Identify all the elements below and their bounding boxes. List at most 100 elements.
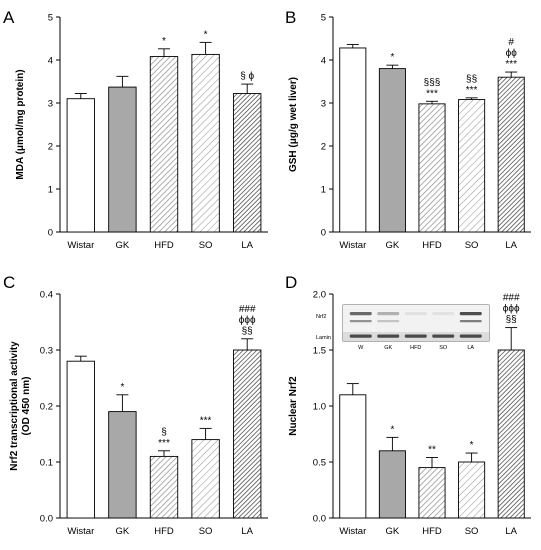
significance-annotation: *** [158,438,170,449]
chart-panel-b: 0 1 2 3 4 5 GSH (μg/g wet liver) Wistar GK * HFD §§… [288,12,531,251]
y-tick-label: 2 [48,141,53,152]
significance-annotation: ϕϕϕ [239,315,256,326]
blot-band-lamin [349,334,372,338]
y-axis-label: MDA (μmol/mg protein) [15,69,26,179]
significance-annotation: * [204,29,208,40]
significance-annotation: *** [426,88,438,99]
blot-row-label-nrf2: Nrf2 [316,314,326,320]
bar [418,103,446,233]
y-tick-label: 0.4 [40,289,53,300]
chart-panel-d: 0.0 0.5 1.0 1.5 2.0 Nuclear Nrf2 Wistar GK * HFD *… [288,289,531,537]
y-tick-label: 0.1 [40,457,53,468]
category-label: GK [116,240,130,251]
western-blot-inset: Nrf2 Lamin W GK HFD SO LA [316,304,490,351]
blot-lane-label: GK [384,345,392,351]
category-label: GK [116,526,130,537]
blot-band-nrf2 [349,312,372,316]
bar [378,68,406,233]
bar [497,349,525,519]
blot-lane-label: LA [467,345,474,351]
category-label: Wistar [339,526,366,537]
blot-bands [349,312,482,338]
blot-band-nrf2 [432,312,455,316]
category-label: Wistar [67,526,94,537]
category-label: SO [465,526,479,537]
bar [418,467,446,519]
panel-letter-a: A [3,8,15,27]
category-label: SO [199,240,213,251]
blot-band-lamin [459,334,482,338]
y-tick-label: 1.5 [313,345,326,356]
bar [233,93,262,233]
significance-annotation: ** [428,445,436,456]
significance-annotation: *** [466,85,478,96]
significance-annotation: ### [239,304,256,315]
y-tick-label: 4 [321,55,326,66]
y-tick-label: 4 [48,55,53,66]
y-tick-label: 0.2 [40,401,53,412]
bar [66,98,95,233]
category-label: GK [386,526,400,537]
blot-nrf2-background [343,305,489,332]
category-label: HFD [422,240,442,251]
category-label: HFD [422,526,442,537]
bar [458,99,486,233]
bar [108,86,137,233]
y-axis-label: Nrf2 transcriptional activity [9,341,20,471]
bar [233,349,262,519]
y-tick-label: 0 [321,227,326,238]
blot-band-nrf2-lower [349,320,372,323]
category-label: GK [386,240,400,251]
y-axis-label: (OD 450 nm) [21,377,32,436]
bar [378,450,406,519]
y-tick-label: 0.5 [313,457,326,468]
blot-band-nrf2 [377,312,400,316]
significance-annotation: §§ [466,74,477,85]
category-label: Wistar [339,240,366,251]
panel-letter-d: D [285,273,297,292]
significance-annotation: ### [503,293,520,304]
significance-annotation: §§ [506,315,517,326]
blot-band-nrf2-lower [459,320,482,323]
y-axis-label: GSH (μg/g wet liver) [288,77,299,172]
category-label: HFD [154,240,174,251]
panel-letter-c: C [3,273,15,292]
significance-annotation: *** [200,415,212,426]
blot-row-label-lamin: Lamin [316,335,331,341]
blot-band-lamin [404,334,427,338]
bar [339,47,367,233]
y-tick-label: 0 [48,227,53,238]
significance-annotation: § [161,427,167,438]
blot-band-lamin [377,334,400,338]
bar [191,439,220,519]
significance-annotation: * [390,424,394,435]
blot-lane-labels: W GK HFD SO LA [358,345,474,351]
category-label: HFD [154,526,174,537]
chart-panel-a: 0 1 2 3 4 5 MDA (μmol/mg protein) Wistar GK HFD * S… [15,12,268,251]
y-tick-label: 2 [321,141,326,152]
category-label: Wistar [67,240,94,251]
chart-panel-c: 0.0 0.1 0.2 0.3 0.4 Nrf2 transcriptional acti… [9,289,268,537]
blot-band-nrf2 [404,312,427,316]
bar [191,53,220,233]
significance-annotation: * [390,52,394,63]
blot-lane-label: SO [439,345,448,351]
bar [497,76,525,233]
y-tick-label: 0.3 [40,345,53,356]
category-label: LA [241,240,253,251]
y-tick-label: 1 [321,184,326,195]
bar [339,394,367,519]
y-tick-label: 0.0 [313,513,326,524]
panel-letter-b: B [285,8,296,27]
significance-annotation: # [508,37,514,48]
significance-annotation: ϕϕϕ [503,304,520,315]
bar [108,411,137,519]
y-tick-label: 1.0 [313,401,326,412]
significance-annotation: * [470,440,474,451]
significance-annotation: ϕϕ [506,48,518,59]
blot-band-nrf2 [459,312,482,316]
significance-annotation: * [120,382,124,393]
significance-annotation: §§§ [424,77,441,88]
significance-annotation: *** [505,59,517,70]
